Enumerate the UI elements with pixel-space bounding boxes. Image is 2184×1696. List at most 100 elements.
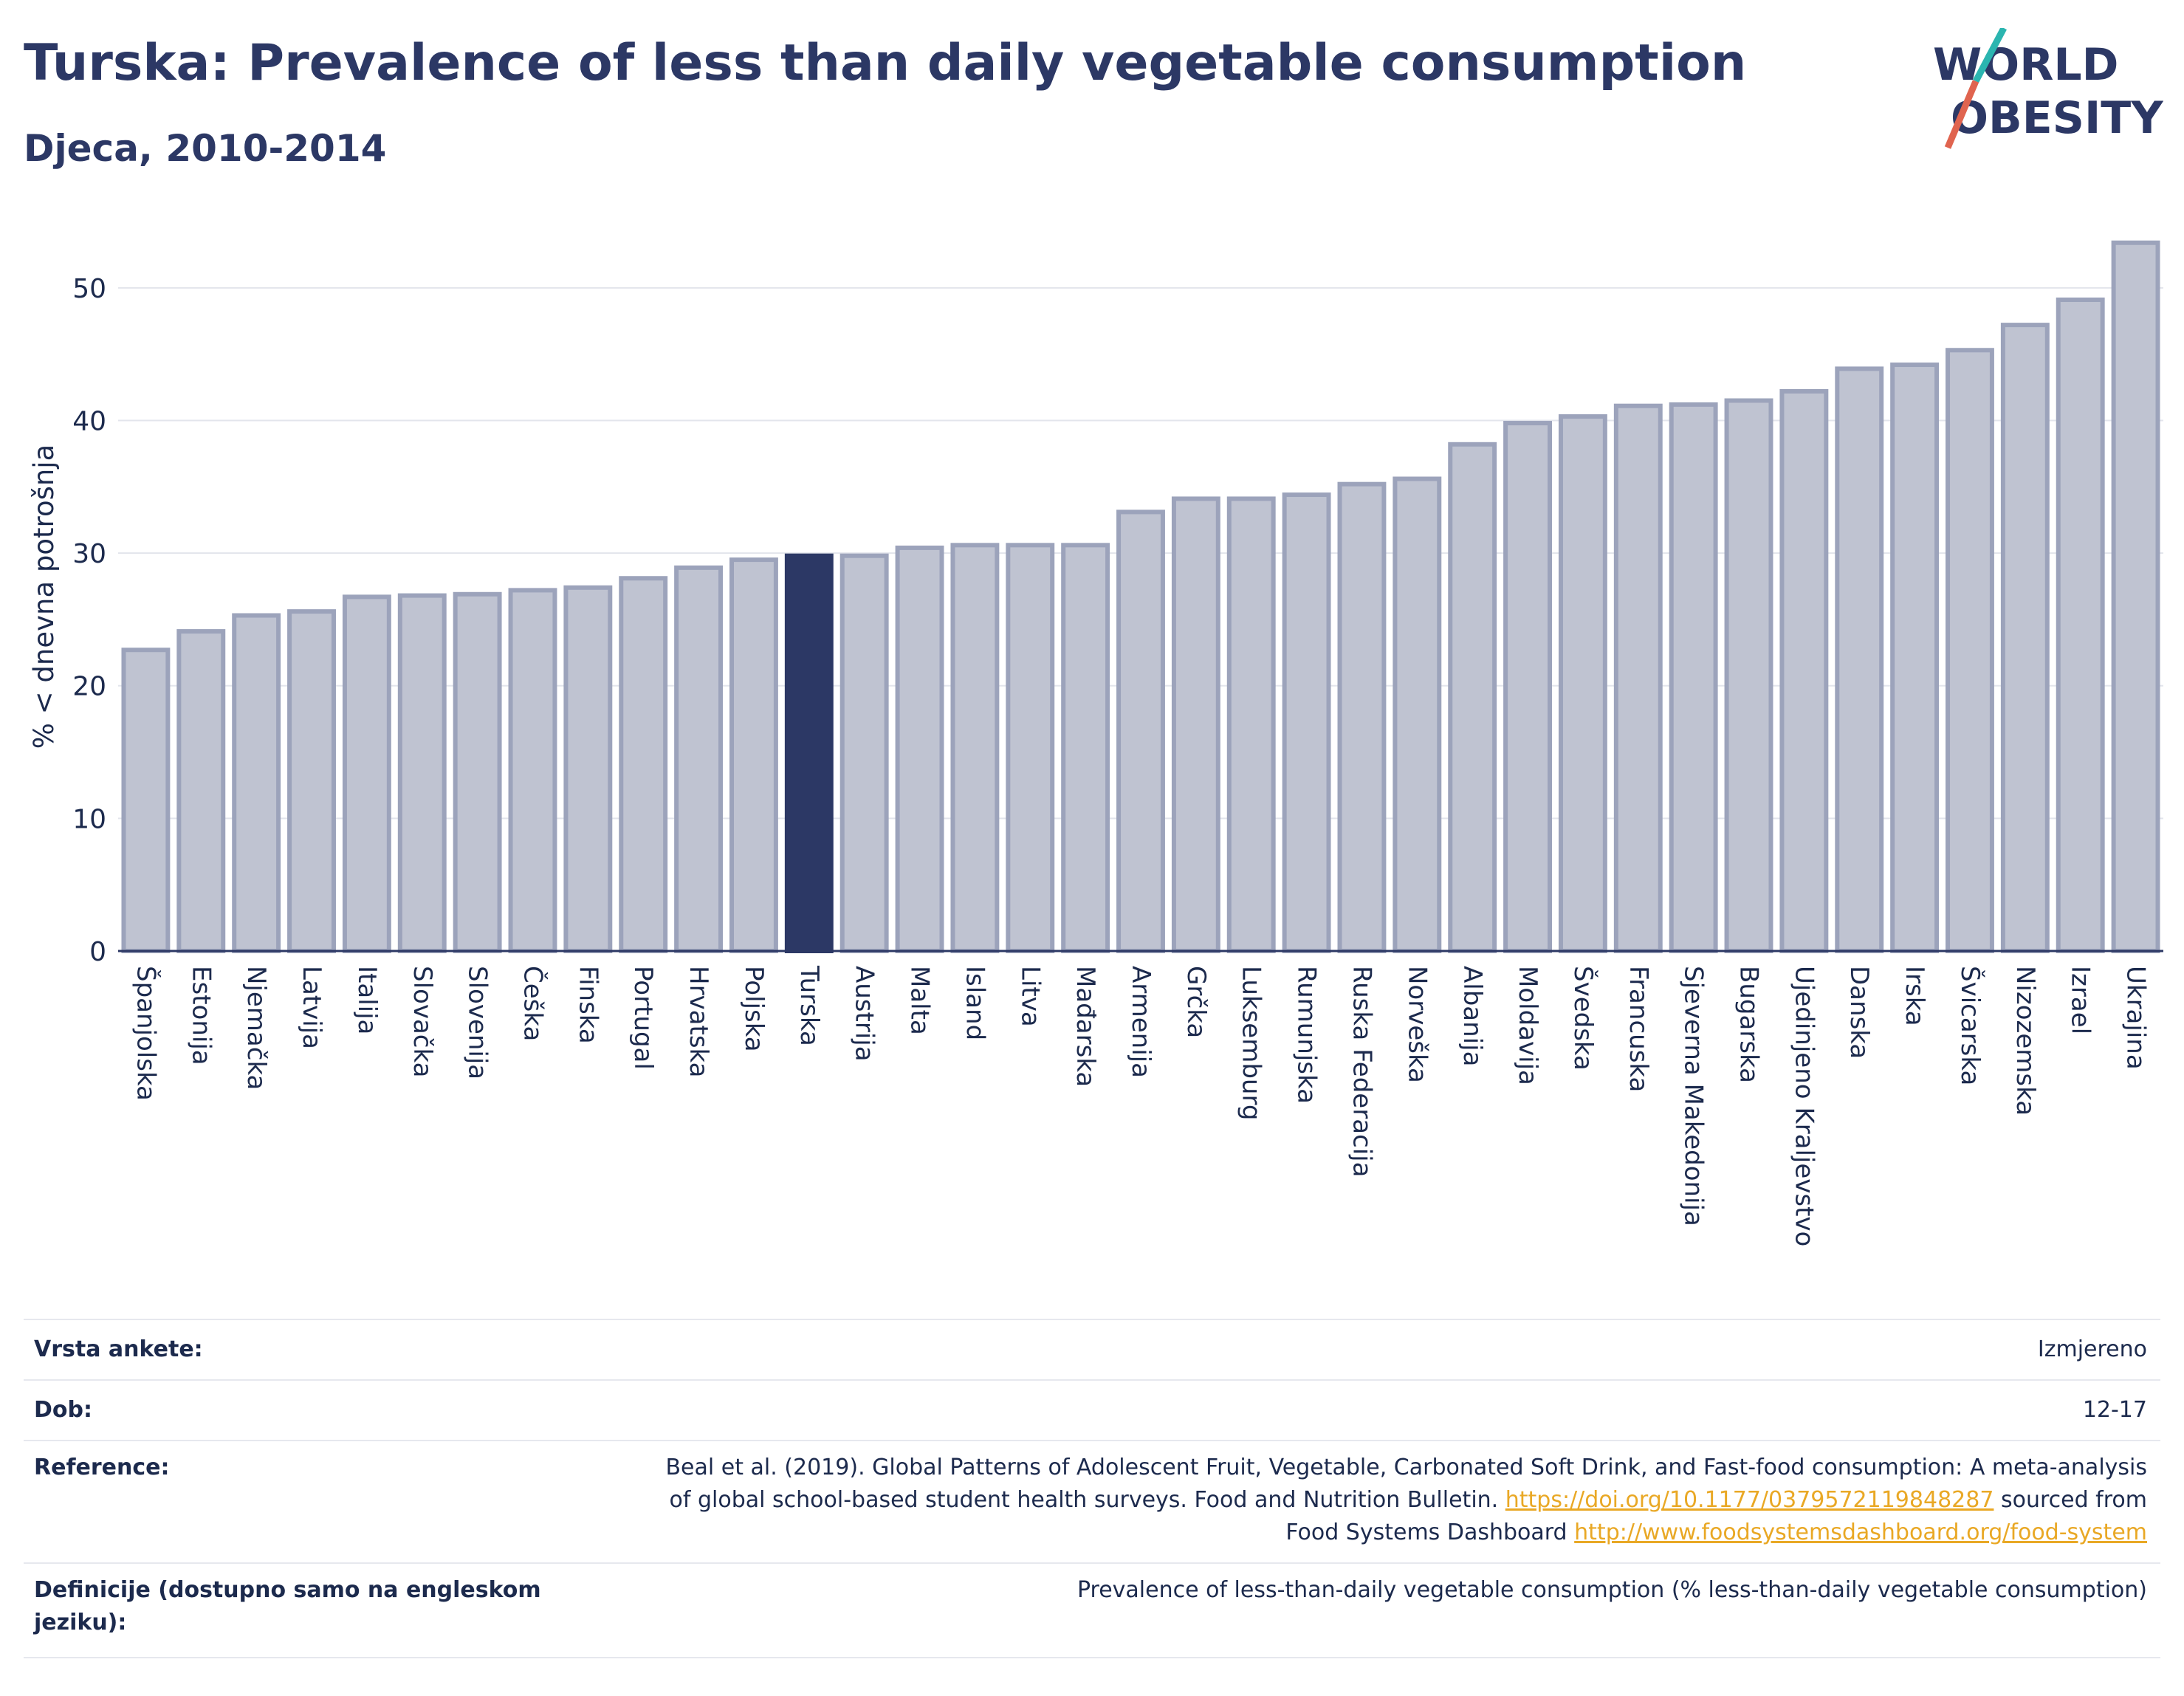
category-labels: Španjolska Estonija Njemačka Latvija Italija… <box>131 965 2150 1246</box>
x-tick-label: Grčka <box>1181 966 1211 1038</box>
bar <box>1061 543 1110 953</box>
x-tick-label: Armenija <box>1126 966 1155 1078</box>
bar <box>176 629 226 953</box>
y-tick-label: 10 <box>72 804 106 834</box>
reference-label: Reference: <box>34 1455 170 1480</box>
meta-row-reference: Reference: Beal et al. (2019). Global Pa… <box>24 1440 2160 1564</box>
bar <box>397 593 447 953</box>
age-label: Dob: <box>34 1397 92 1423</box>
page-title: Turska: Prevalence of less than daily ve… <box>24 34 1747 92</box>
bar-chart: 0 10 20 30 40 50 Španjolska Estonija Njemačka La… <box>28 240 2163 1246</box>
bar <box>453 591 502 954</box>
bar <box>1946 348 1994 954</box>
bar <box>1116 509 1165 953</box>
bar <box>950 543 1000 953</box>
bar <box>1779 388 1829 953</box>
y-axis-label: % < dnevna potrošnja <box>28 444 60 749</box>
x-tick-label: Španjolska <box>131 966 161 1101</box>
bar <box>1835 366 1884 953</box>
x-tick-label: Švicarska <box>1955 966 1985 1085</box>
logo-slash-teal <box>1973 28 2007 83</box>
definition-label-line-1: Definicije (dostupno samo na engleskom <box>34 1577 541 1603</box>
definition-value: Prevalence of less-than-daily vegetable … <box>1076 1577 2147 1603</box>
bar <box>1171 496 1220 953</box>
y-tick-label: 40 <box>72 406 106 436</box>
bar <box>287 609 336 953</box>
bar <box>1337 481 1387 953</box>
x-tick-label: Bugarska <box>1734 966 1764 1083</box>
x-tick-label: Moldavija <box>1513 966 1542 1085</box>
survey-label: Vrsta ankete: <box>34 1336 203 1362</box>
x-tick-label: Albanija <box>1457 966 1487 1066</box>
x-tick-label: Ukrajina <box>2121 966 2151 1070</box>
food-systems-link[interactable]: http://www.foodsystemsdashboard.org/food… <box>1574 1520 2147 1545</box>
definition-label-line-2: jeziku): <box>34 1610 127 1635</box>
age-value: 12-17 <box>2082 1397 2147 1423</box>
doi-link[interactable]: https://doi.org/10.1177/0379572119848287 <box>1505 1487 1994 1513</box>
y-tick-label: 0 <box>89 937 106 967</box>
bar <box>232 613 281 954</box>
x-tick-label: Irska <box>1900 966 1929 1026</box>
bar <box>1669 402 1718 953</box>
x-tick-label: Ruska Federacija <box>1347 966 1376 1177</box>
bar <box>1558 414 1607 953</box>
meta-row-definition: Definicije (dostupno samo na engleskom j… <box>24 1562 2160 1658</box>
x-tick-label: Island <box>960 966 989 1040</box>
bar <box>1724 398 1773 953</box>
x-tick-label: Austrija <box>850 966 879 1062</box>
y-tick-label: 30 <box>72 539 106 569</box>
bar <box>1006 543 1055 953</box>
bars <box>121 240 2160 954</box>
x-tick-label: Norveška <box>1402 966 1432 1083</box>
y-tick-label: 20 <box>72 672 106 702</box>
bar <box>895 545 944 953</box>
page-subtitle: Djeca, 2010-2014 <box>24 127 387 170</box>
y-tick-labels: 0 10 20 30 40 50 <box>72 274 106 967</box>
x-tick-label: Sjeverna Makedonija <box>1679 966 1709 1226</box>
bar <box>1890 363 1940 953</box>
bar <box>563 585 613 954</box>
x-tick-label: Nizozemska <box>2010 966 2040 1116</box>
x-tick-label: Slovenija <box>463 966 492 1079</box>
x-tick-label: Švedska <box>1568 966 1598 1071</box>
x-tick-label: Litva <box>1015 966 1045 1027</box>
logo-line2: OBESITY <box>1951 92 2163 144</box>
bar <box>342 594 391 953</box>
logo-line1: WORLD <box>1933 39 2118 91</box>
x-tick-label: Izrael <box>2066 966 2095 1034</box>
x-tick-label: Njemačka <box>241 966 271 1090</box>
bar <box>2111 240 2160 953</box>
x-tick-label: Portugal <box>628 966 658 1070</box>
reference-line-2: of global school-based student health su… <box>301 1484 2147 1517</box>
reference-value: Beal et al. (2019). Global Patterns of A… <box>301 1452 2147 1549</box>
x-tick-label: Luksemburg <box>1237 966 1266 1120</box>
bar <box>1226 496 1276 953</box>
bar <box>729 557 778 953</box>
meta-row-age: Dob: 12-17 <box>24 1379 2160 1441</box>
metadata-table: Vrsta ankete: Izmjereno Dob: 12-17 Refer… <box>24 1319 2160 1658</box>
bar <box>121 648 171 953</box>
x-tick-label: Rumunjska <box>1292 966 1322 1104</box>
bar <box>839 553 889 953</box>
x-tick-label: Hrvatska <box>684 966 713 1077</box>
x-tick-label: Latvija <box>297 966 326 1049</box>
reference-line-3-text: Food Systems Dashboard <box>1285 1520 1567 1545</box>
bar <box>1448 442 1497 953</box>
x-tick-label: Češka <box>518 966 548 1041</box>
bar <box>1282 492 1331 953</box>
reference-line-3: Food Systems Dashboard http://www.foodsy… <box>301 1517 2147 1549</box>
bar <box>1393 476 1442 953</box>
x-tick-label: Danska <box>1844 966 1874 1059</box>
x-tick-label: Turska <box>794 965 824 1046</box>
meta-row-survey: Vrsta ankete: Izmjereno <box>24 1319 2160 1381</box>
survey-value: Izmjereno <box>2037 1336 2147 1362</box>
bar <box>1503 421 1553 953</box>
x-tick-label: Estonija <box>186 966 216 1065</box>
x-tick-label: Mađarska <box>1071 966 1100 1087</box>
x-tick-label: Ujedinjeno Kraljevstvo <box>1789 966 1819 1246</box>
bar <box>2000 323 2050 953</box>
definition-label: Definicije (dostupno samo na engleskom j… <box>34 1574 541 1639</box>
logo-slash-red <box>1944 80 1979 149</box>
bar <box>2056 297 2105 953</box>
x-tick-label: Finska <box>573 966 602 1044</box>
